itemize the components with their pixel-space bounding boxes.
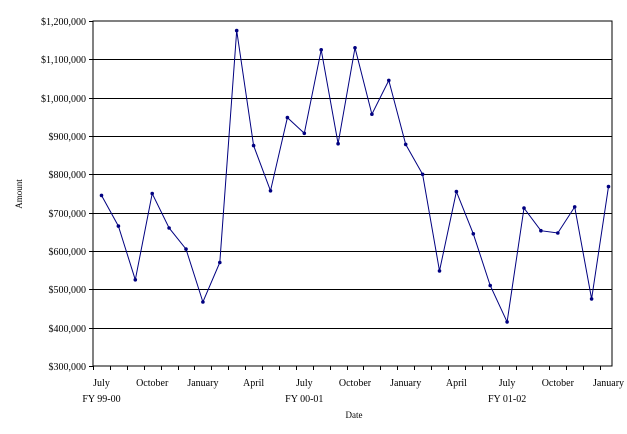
data-point [167, 226, 171, 230]
data-point [606, 184, 611, 189]
data-point [234, 28, 239, 33]
data-point [218, 260, 222, 265]
data-point [353, 46, 357, 50]
data-point [505, 320, 509, 324]
y-tick-label: $800,000 [49, 170, 87, 181]
data-point [572, 205, 577, 209]
data-point [387, 78, 391, 83]
axes [89, 20, 613, 370]
data-point [370, 112, 374, 116]
fiscal-year-label: FY 01-02 [488, 394, 526, 405]
data-point [556, 231, 560, 235]
data-point [319, 48, 324, 52]
y-tick-label: $1,100,000 [41, 55, 86, 66]
y-tick-label: $300,000 [49, 362, 87, 373]
data-point [589, 297, 594, 301]
x-tick-label: April [446, 378, 467, 389]
tick-labels: $300,000 $400,000 $500,000 $600,000 $700,000… [41, 17, 624, 405]
data-point [471, 232, 476, 236]
data-point [116, 224, 121, 228]
x-tick-label: July [93, 378, 110, 389]
x-tick-label: July [499, 378, 516, 389]
data-point [522, 206, 526, 210]
x-tick-label: October [339, 378, 372, 389]
x-tick-label: January [390, 378, 421, 389]
data-point [403, 142, 408, 147]
fiscal-year-label: FY 00-01 [285, 394, 323, 405]
data-point [201, 300, 205, 304]
y-tick-label: $500,000 [49, 285, 87, 296]
data-point [285, 115, 290, 120]
plot-area [92, 20, 613, 367]
x-tick-label: January [593, 378, 624, 389]
fiscal-year-label: FY 99-00 [82, 394, 120, 405]
x-tick-label: January [187, 378, 218, 389]
data-point [302, 131, 307, 136]
series-line [99, 28, 611, 324]
x-tick-label: October [542, 378, 575, 389]
y-axis-title: Amount [14, 179, 24, 209]
x-tick-label: April [243, 378, 264, 389]
y-tick-label: $1,000,000 [41, 94, 86, 105]
data-point [539, 228, 543, 233]
data-point [268, 189, 273, 193]
data-point [336, 141, 340, 146]
data-point [251, 143, 256, 148]
data-point [420, 172, 425, 177]
series-line-path [101, 30, 609, 324]
x-tick-label: October [136, 378, 169, 389]
data-point [99, 193, 104, 198]
x-tick-label: July [296, 378, 313, 389]
y-tick-label: $700,000 [49, 209, 87, 220]
x-axis-title: Date [346, 410, 363, 420]
gridlines [93, 59, 612, 329]
data-point [184, 247, 188, 251]
y-tick-label: $900,000 [49, 132, 87, 143]
data-point [150, 191, 154, 196]
data-point [133, 278, 138, 282]
data-point [437, 269, 442, 273]
y-tick-label: $600,000 [49, 247, 87, 258]
y-tick-label: $400,000 [49, 324, 87, 335]
data-point [454, 189, 459, 194]
data-point [488, 283, 493, 288]
y-tick-label: $1,200,000 [41, 17, 86, 28]
